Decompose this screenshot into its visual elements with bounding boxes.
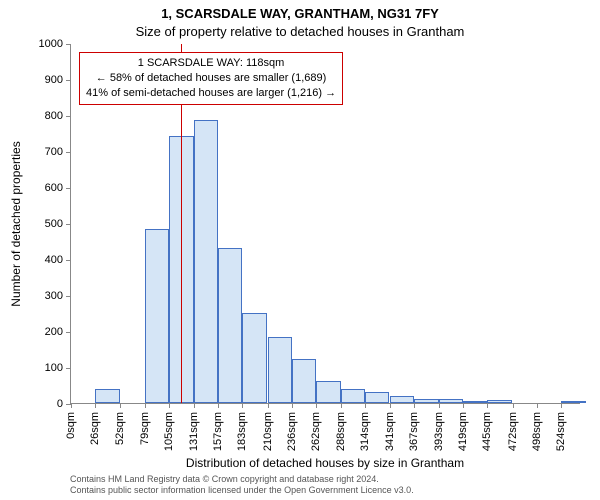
x-tick-label: 52sqm: [114, 412, 126, 445]
histogram-bar: [242, 313, 266, 403]
y-tick-label: 700: [45, 146, 63, 158]
annotation-line: ← 58% of detached houses are smaller (1,…: [86, 71, 336, 86]
x-tick-label: 472sqm: [507, 412, 519, 451]
y-tick: [66, 152, 71, 153]
x-tick-label: 79sqm: [139, 412, 151, 445]
x-tick-label: 131sqm: [188, 412, 200, 451]
y-tick-label: 1000: [39, 38, 63, 50]
y-tick: [66, 188, 71, 189]
histogram-bar: [390, 396, 414, 403]
x-tick-label: 288sqm: [335, 412, 347, 451]
x-axis-label: Distribution of detached houses by size …: [70, 456, 580, 470]
x-tick: [561, 403, 562, 408]
x-tick-label: 183sqm: [236, 412, 248, 451]
y-tick-label: 500: [45, 218, 63, 230]
x-tick-label: 236sqm: [286, 412, 298, 451]
footer-attribution: Contains HM Land Registry data © Crown c…: [70, 474, 580, 496]
x-tick-label: 524sqm: [555, 412, 567, 451]
footer-line-1: Contains HM Land Registry data © Crown c…: [70, 474, 580, 485]
x-tick: [463, 403, 464, 408]
page-title: 1, SCARSDALE WAY, GRANTHAM, NG31 7FY: [0, 6, 600, 21]
x-tick: [439, 403, 440, 408]
histogram-bar: [463, 401, 487, 403]
x-tick-label: 157sqm: [212, 412, 224, 451]
y-tick-label: 800: [45, 110, 63, 122]
x-tick-label: 0sqm: [65, 412, 77, 439]
plot-area: 010020030040050060070080090010000sqm26sq…: [70, 44, 580, 404]
x-tick: [145, 403, 146, 408]
x-tick: [365, 403, 366, 408]
x-tick-label: 105sqm: [163, 412, 175, 451]
annotation-line: 1 SCARSDALE WAY: 118sqm: [86, 56, 336, 71]
x-tick-label: 314sqm: [359, 412, 371, 451]
chart-container: 1, SCARSDALE WAY, GRANTHAM, NG31 7FY Siz…: [0, 0, 600, 500]
x-tick-label: 341sqm: [384, 412, 396, 451]
histogram-bar: [414, 399, 438, 403]
x-tick: [194, 403, 195, 408]
y-tick-label: 900: [45, 74, 63, 86]
page-subtitle: Size of property relative to detached ho…: [0, 24, 600, 39]
histogram-bar: [145, 229, 169, 403]
x-tick-label: 445sqm: [481, 412, 493, 451]
annotation-box: 1 SCARSDALE WAY: 118sqm← 58% of detached…: [79, 52, 343, 105]
x-tick: [316, 403, 317, 408]
x-tick: [95, 403, 96, 408]
y-tick-label: 0: [57, 398, 63, 410]
x-tick: [218, 403, 219, 408]
histogram-bar: [487, 400, 511, 403]
x-tick: [268, 403, 269, 408]
y-tick-label: 400: [45, 254, 63, 266]
histogram-bar: [341, 389, 365, 403]
x-tick: [242, 403, 243, 408]
histogram-bar: [292, 359, 316, 403]
x-tick: [487, 403, 488, 408]
y-tick-label: 600: [45, 182, 63, 194]
histogram-bar: [95, 389, 119, 403]
histogram-bar: [316, 381, 340, 403]
y-tick: [66, 224, 71, 225]
y-axis-label: Number of detached properties: [9, 141, 23, 306]
x-tick-label: 262sqm: [310, 412, 322, 451]
histogram-bar: [268, 337, 292, 403]
x-tick: [513, 403, 514, 408]
x-tick: [414, 403, 415, 408]
x-tick-label: 210sqm: [262, 412, 274, 451]
y-tick: [66, 332, 71, 333]
x-tick: [169, 403, 170, 408]
x-tick: [71, 403, 72, 408]
x-tick-label: 419sqm: [457, 412, 469, 451]
histogram-bar: [439, 399, 463, 403]
x-tick: [292, 403, 293, 408]
y-tick: [66, 368, 71, 369]
histogram-bar: [561, 401, 585, 403]
y-tick: [66, 116, 71, 117]
x-tick: [120, 403, 121, 408]
y-tick: [66, 296, 71, 297]
footer-line-2: Contains public sector information licen…: [70, 485, 580, 496]
x-tick-label: 498sqm: [531, 412, 543, 451]
annotation-line: 41% of semi-detached houses are larger (…: [86, 86, 336, 101]
y-tick-label: 200: [45, 326, 63, 338]
histogram-bar: [365, 392, 389, 403]
histogram-bar: [218, 248, 242, 403]
x-tick-label: 393sqm: [433, 412, 445, 451]
x-tick: [390, 403, 391, 408]
histogram-bar: [194, 120, 218, 403]
y-tick: [66, 44, 71, 45]
x-tick: [537, 403, 538, 408]
y-tick-label: 300: [45, 290, 63, 302]
x-tick: [341, 403, 342, 408]
x-tick-label: 26sqm: [89, 412, 101, 445]
y-tick: [66, 260, 71, 261]
x-tick-label: 367sqm: [408, 412, 420, 451]
y-tick-label: 100: [45, 362, 63, 374]
y-tick: [66, 80, 71, 81]
